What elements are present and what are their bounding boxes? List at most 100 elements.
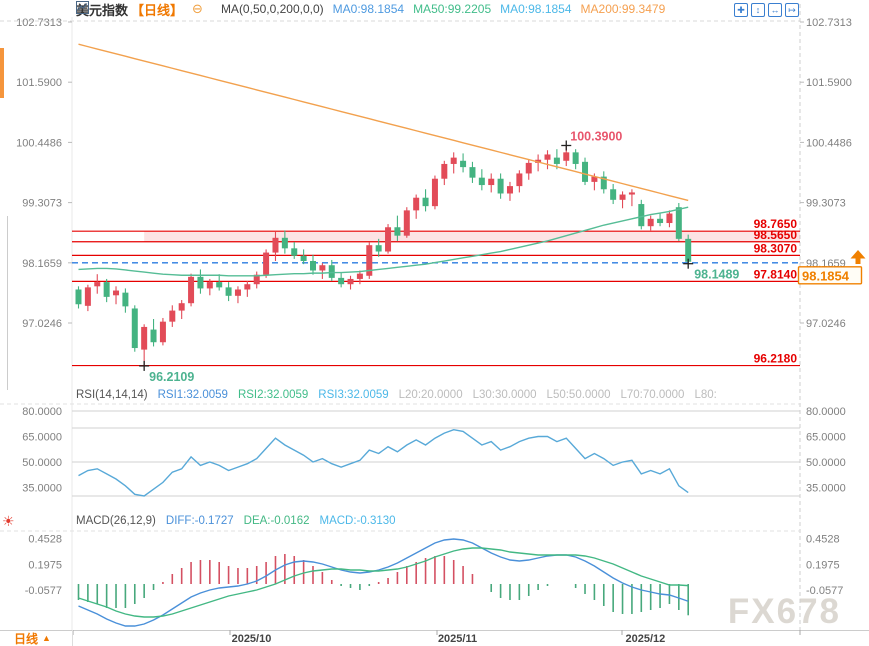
pan-tool-icon[interactable]: ✚ <box>734 3 748 17</box>
zoom-vertical-icon[interactable]: ↕ <box>751 3 765 17</box>
candle-body <box>272 237 279 253</box>
macd-header: MACD(26,12,9) DIFF:-0.1727 DEA:-0.0162 M… <box>76 515 396 527</box>
ma50-line <box>78 206 689 277</box>
rsi-axis-tick-left: 80.0000 <box>22 406 62 418</box>
last-low-price-label: 98.1489 <box>694 268 739 282</box>
diff-value: DIFF:-0.1727 <box>165 515 234 527</box>
ma-settings[interactable]: MA(0,50,0,200,0,0) <box>220 2 324 16</box>
candle-body <box>544 154 551 160</box>
resistance-band <box>144 231 800 242</box>
x-axis-month-label: 2025/12 <box>626 633 666 645</box>
candle-body <box>84 287 91 306</box>
rsi-axis-tick-right: 35.0000 <box>806 483 846 495</box>
price-axis-tick-left: 98.1659 <box>22 258 62 270</box>
rsi-axis-tick-right: 65.0000 <box>806 432 846 444</box>
period-tag[interactable]: 【日线】 <box>131 2 184 18</box>
zoom-horizontal-icon[interactable]: ↔ <box>768 3 782 17</box>
candle-body <box>159 321 166 343</box>
macd-axis-tick-left: 0.4528 <box>28 534 62 546</box>
candle-body <box>497 178 504 194</box>
candle-body <box>113 290 120 296</box>
price-axis-tick-left: 101.5900 <box>16 77 62 89</box>
rsi-line <box>78 428 689 497</box>
rsi-axis-tick-left: 65.0000 <box>22 432 62 444</box>
candle-body <box>328 265 335 278</box>
candle-body <box>553 157 560 164</box>
candle-body <box>75 289 82 305</box>
candle-body <box>657 218 664 224</box>
candle-body <box>319 265 326 271</box>
indicator-settings-icon[interactable]: ☀ <box>2 513 15 529</box>
rsi-l20-label: L20:20.0000 <box>398 389 463 401</box>
price-level-label: 98.7650 <box>754 217 798 231</box>
x-axis-month-label: 2025/10 <box>232 633 272 645</box>
candle-body <box>356 273 363 279</box>
candle-body <box>291 248 298 256</box>
period-up-arrow-icon: ▲ <box>42 633 51 643</box>
ma200-value: MA200:99.3479 <box>580 2 666 16</box>
macd-settings[interactable]: MACD(26,12,9) <box>76 515 156 527</box>
rsi-l30-label: L30:30.0000 <box>472 389 537 401</box>
price-up-arrow-icon <box>850 250 866 264</box>
dea-line <box>78 547 689 618</box>
collapse-icon[interactable]: ⊖ <box>192 1 203 16</box>
candle-body <box>122 292 129 307</box>
candle-body <box>253 274 260 285</box>
x-axis-month-label: 2025/11 <box>438 633 477 645</box>
candle-body <box>628 192 635 195</box>
price-axis-tick-left: 102.7313 <box>16 17 62 29</box>
price-level-label: 98.3070 <box>754 241 798 255</box>
candle-body <box>375 245 382 252</box>
candle-body <box>244 284 251 290</box>
candle-body <box>666 213 673 224</box>
price-level-label: 96.2180 <box>754 352 798 366</box>
candle-body <box>150 329 157 343</box>
candle-body <box>675 207 682 239</box>
candle-body <box>638 204 645 227</box>
candle-body <box>413 197 420 211</box>
candle-body <box>225 287 232 296</box>
rsi-settings[interactable]: RSI(14,14,14) <box>76 389 148 401</box>
candle-body <box>347 278 354 285</box>
main-chart-header: 美元指数 【日线】 ⊖ MA(0,50,0,200,0,0) MA0:98.185… <box>76 1 666 18</box>
candle-body <box>572 152 579 164</box>
candle-body <box>141 326 148 350</box>
left-range-bar <box>0 48 4 98</box>
price-axis-tick-left: 97.0246 <box>22 318 62 330</box>
rsi-axis-tick-left: 50.0000 <box>22 457 62 469</box>
period-label[interactable]: 日线 <box>14 631 39 646</box>
candle-body <box>488 178 495 186</box>
rsi-l50-label: L50:50.0000 <box>546 389 611 401</box>
candle-body <box>450 157 457 164</box>
chart-toolbar: ✚ ↕ ↔ ↦ <box>734 3 799 17</box>
price-axis-tick-right: 97.0246 <box>806 318 846 330</box>
candle-body <box>478 177 485 186</box>
period-selector[interactable]: 日线 ▲ <box>0 630 73 646</box>
candle-body <box>647 218 654 227</box>
rsi1-value: RSI1:32.0059 <box>157 389 228 401</box>
candle-body <box>394 227 401 236</box>
candle-body <box>234 289 241 296</box>
price-axis-tick-right: 100.4486 <box>806 137 852 149</box>
rsi-axis-tick-right: 80.0000 <box>806 406 846 418</box>
candle-body <box>263 252 270 275</box>
price-level-label: 97.8140 <box>754 267 798 281</box>
low-price-label: 96.2109 <box>149 370 194 384</box>
candle-body <box>338 277 345 285</box>
candle-body <box>591 176 598 182</box>
candle-body <box>431 178 438 207</box>
candle-body <box>460 160 467 168</box>
macd-axis-tick-right: 0.1975 <box>806 559 840 571</box>
rsi-l80-label: L80: <box>694 389 717 401</box>
candle-body <box>206 282 213 289</box>
high-price-label: 100.3900 <box>570 129 622 143</box>
rsi-axis-tick-left: 35.0000 <box>22 483 62 495</box>
macd-axis-tick-left: -0.0577 <box>25 585 62 597</box>
candle-body <box>188 276 195 304</box>
rsi-header: RSI(14,14,14) RSI1:32.0059 RSI2:32.0059 … <box>76 389 717 401</box>
price-axis-tick-right: 102.7313 <box>806 17 852 29</box>
export-icon[interactable]: ↦ <box>785 3 799 17</box>
left-guide-line <box>7 216 8 390</box>
current-price-box <box>797 266 863 285</box>
